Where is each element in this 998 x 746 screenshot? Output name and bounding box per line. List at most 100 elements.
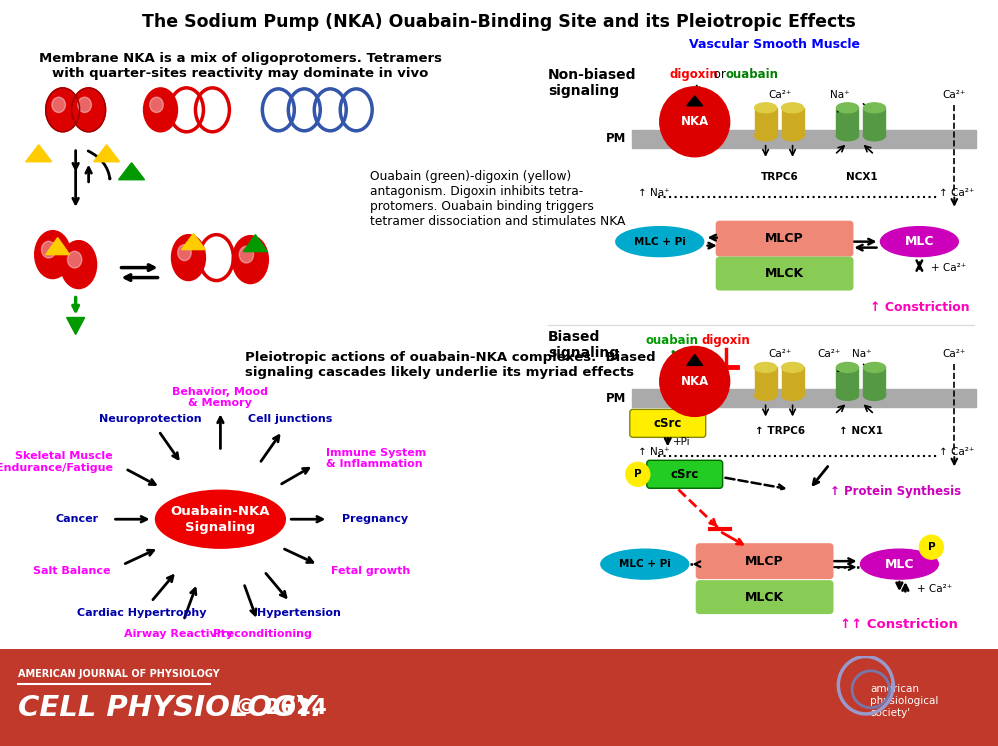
Text: Pleiotropic actions of ouabain-NKA complexes.  Biased
signaling cascades likely : Pleiotropic actions of ouabain-NKA compl… [246,351,656,380]
Text: Salt Balance: Salt Balance [33,565,110,576]
Ellipse shape [42,241,56,258]
Ellipse shape [52,97,66,113]
Ellipse shape [172,235,206,280]
FancyBboxPatch shape [716,221,853,257]
FancyBboxPatch shape [696,580,833,614]
Text: Biased
signaling: Biased signaling [548,330,619,360]
Polygon shape [687,354,703,366]
Text: Membrane NKA is a mix of oligoprotomers. Tetramers
with quarter-sites reactivity: Membrane NKA is a mix of oligoprotomers.… [39,52,442,80]
Text: Ouabain-NKA: Ouabain-NKA [171,505,270,518]
Text: CELL PHYSIOLOGY.: CELL PHYSIOLOGY. [18,694,322,722]
Ellipse shape [836,363,858,372]
Text: NCX1: NCX1 [845,172,877,182]
Bar [863,368,885,395]
Text: Neuroprotection: Neuroprotection [99,415,202,424]
Ellipse shape [781,390,803,401]
Polygon shape [46,238,70,254]
Text: Immune System
& Inflammation: Immune System & Inflammation [326,448,426,469]
Text: AMERICAN JOURNAL OF PHYSIOLOGY: AMERICAN JOURNAL OF PHYSIOLOGY [18,669,220,679]
Text: cSrc: cSrc [671,468,699,480]
FancyBboxPatch shape [696,543,833,579]
Bar [781,368,803,395]
Ellipse shape [754,131,776,141]
Polygon shape [244,235,267,251]
Text: Skeletal Muscle
Endurance/Fatigue: Skeletal Muscle Endurance/Fatigue [0,451,113,473]
Text: ↑ NCX1: ↑ NCX1 [839,427,883,436]
Ellipse shape [836,390,858,401]
Text: digoxin: digoxin [670,68,719,81]
Bar [632,130,976,148]
Text: Cancer: Cancer [56,514,99,524]
Text: P: P [927,542,935,552]
Ellipse shape [863,363,885,372]
Polygon shape [67,318,85,334]
Ellipse shape [144,88,178,132]
Text: Na⁺: Na⁺ [851,349,871,360]
Text: ↑ Protein Synthesis: ↑ Protein Synthesis [829,485,961,498]
Ellipse shape [754,363,776,372]
Polygon shape [26,145,52,162]
Text: P: P [634,469,642,479]
Text: Preconditioning: Preconditioning [213,629,311,639]
Ellipse shape [233,236,268,283]
Text: PM: PM [606,132,626,145]
Ellipse shape [72,88,106,132]
Polygon shape [94,145,120,162]
FancyArrowPatch shape [88,151,110,179]
Ellipse shape [178,245,192,260]
Text: ↑ TRPC6: ↑ TRPC6 [754,427,804,436]
Text: + Ca²⁺: + Ca²⁺ [917,584,953,594]
Circle shape [660,346,730,416]
Text: MLCK: MLCK [765,267,804,280]
Text: ouabain: ouabain [726,68,778,81]
Text: The Sodium Pump (NKA) Ouabain-Binding Site and its Pleiotropic Effects: The Sodium Pump (NKA) Ouabain-Binding Si… [142,13,856,31]
Polygon shape [687,95,703,106]
Text: MLCP: MLCP [746,555,783,568]
Text: Pregnancy: Pregnancy [342,514,408,524]
Text: cSrc: cSrc [654,417,682,430]
Text: ↑ Ca²⁺: ↑ Ca²⁺ [939,448,975,457]
Ellipse shape [46,88,80,132]
Text: Fetal growth: Fetal growth [330,565,410,576]
Text: american
physiological
society': american physiological society' [870,684,938,718]
Text: Ca²⁺: Ca²⁺ [943,90,966,100]
Text: Airway Reactivity: Airway Reactivity [125,629,234,639]
Text: Ca²⁺: Ca²⁺ [767,349,791,360]
Circle shape [660,87,730,157]
Text: MLCK: MLCK [746,591,784,604]
Text: + Ca²⁺: + Ca²⁺ [931,263,967,272]
Text: ↑ Ca²⁺: ↑ Ca²⁺ [939,188,975,198]
Text: PM: PM [606,392,626,405]
Ellipse shape [240,246,253,263]
Ellipse shape [156,490,285,548]
Circle shape [626,463,650,486]
Polygon shape [182,233,206,250]
Ellipse shape [880,227,958,257]
FancyBboxPatch shape [716,257,853,290]
Text: MLC: MLC [904,235,934,248]
Text: Cell junctions: Cell junctions [249,415,332,424]
Ellipse shape [68,251,82,268]
Text: NKA: NKA [681,116,709,128]
FancyBboxPatch shape [630,410,706,437]
Ellipse shape [781,131,803,141]
Text: Na⁺: Na⁺ [829,90,849,100]
Bar [754,368,776,395]
Ellipse shape [35,231,71,278]
Text: Vascular Smooth Muscle: Vascular Smooth Muscle [689,39,860,51]
Ellipse shape [78,97,92,113]
Ellipse shape [836,103,858,113]
Text: NKA: NKA [681,375,709,388]
Text: digoxin: digoxin [702,334,750,348]
Ellipse shape [836,131,858,141]
Bar [863,108,885,136]
Ellipse shape [616,227,704,257]
Ellipse shape [863,390,885,401]
Bar [754,108,776,136]
Text: or: or [710,68,730,81]
Ellipse shape [754,390,776,401]
Ellipse shape [601,549,689,579]
Text: Ca²⁺: Ca²⁺ [767,90,791,100]
Ellipse shape [781,363,803,372]
FancyBboxPatch shape [647,460,723,489]
